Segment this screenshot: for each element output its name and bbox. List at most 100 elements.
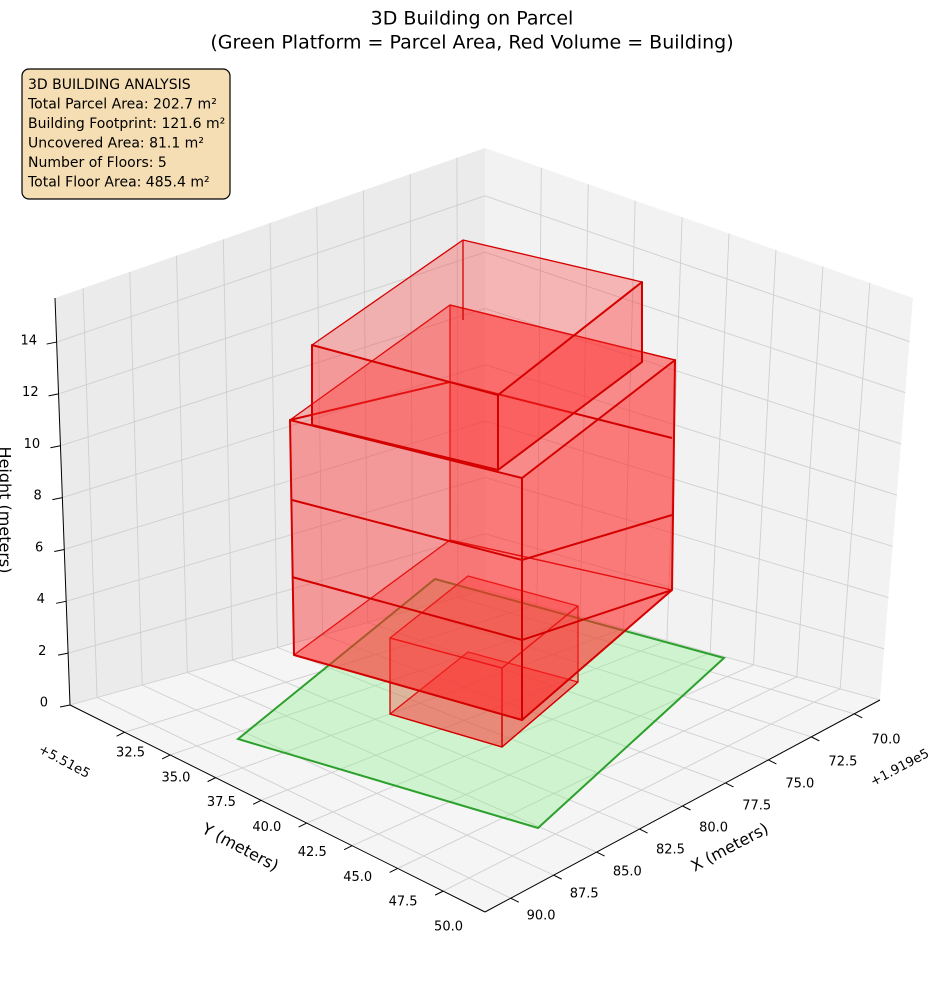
floor-line bbox=[291, 499, 673, 562]
x-offset: +1.919e5 bbox=[868, 746, 932, 789]
z-tick-label: 8 bbox=[33, 489, 41, 504]
y-offset: +5.51e5 bbox=[36, 742, 93, 782]
z-tick-label: 10 bbox=[24, 437, 41, 452]
building-base-top bbox=[389, 575, 579, 669]
x-tick bbox=[553, 874, 562, 880]
y-tick-label: 47.5 bbox=[389, 895, 418, 910]
grid-line bbox=[64, 420, 486, 550]
grid-line bbox=[66, 476, 486, 602]
right-pane bbox=[485, 148, 913, 700]
x-tick-label: 70.0 bbox=[872, 733, 901, 748]
x-tick-label: 90.0 bbox=[527, 909, 556, 924]
x-tick-label: 72.5 bbox=[828, 755, 857, 770]
z-tick bbox=[50, 445, 61, 449]
scene bbox=[235, 239, 727, 830]
z-tick-label: 0 bbox=[40, 696, 48, 711]
grid-line bbox=[484, 364, 897, 496]
chart-title: 3D Building on Parcel bbox=[371, 8, 574, 30]
info-box bbox=[21, 68, 231, 200]
x-tick bbox=[768, 759, 777, 765]
z-tick-label: 14 bbox=[20, 333, 37, 348]
info-line: Uncovered Area: 81.1 m² bbox=[28, 136, 204, 152]
grid-line bbox=[484, 251, 906, 394]
grid-line bbox=[260, 640, 668, 801]
z-tick bbox=[46, 341, 57, 345]
x-tick bbox=[854, 713, 863, 719]
x-tick-label: 87.5 bbox=[570, 887, 599, 902]
grid-line bbox=[456, 157, 459, 598]
building-top-roof bbox=[311, 239, 643, 396]
grid-line bbox=[484, 195, 910, 342]
y-tick bbox=[343, 845, 353, 851]
floor-line bbox=[291, 576, 673, 642]
info-lines: 3D BUILDING ANALYSIS Total Parcel Area: 2… bbox=[27, 77, 225, 191]
grid-line bbox=[69, 589, 486, 706]
grid-line bbox=[56, 195, 486, 343]
chart-subtitle: (Green Platform = Parcel Area, Red Volum… bbox=[210, 32, 733, 54]
grid-line bbox=[306, 652, 711, 824]
z-tick bbox=[54, 548, 65, 552]
y-tick-label: 42.5 bbox=[298, 845, 327, 860]
x-tick-label: 80.0 bbox=[699, 821, 728, 836]
grid bbox=[56, 157, 910, 899]
y-tick bbox=[207, 777, 216, 783]
parcel bbox=[235, 577, 727, 830]
info-line: Number of Floors: 5 bbox=[28, 155, 167, 171]
grid-line bbox=[141, 684, 554, 876]
grid-line bbox=[753, 249, 777, 665]
axes: 70.0 72.5 75.0 77.5 80.0 82.5 85.0 87.5 90.0 32.5… bbox=[20, 297, 901, 935]
x-tick bbox=[682, 805, 691, 811]
info-line: Total Parcel Area: 202.7 m² bbox=[27, 97, 217, 113]
info-line: Total Floor Area: 485.4 m² bbox=[27, 175, 210, 191]
x-tick bbox=[725, 782, 734, 788]
grid-line bbox=[484, 589, 881, 701]
grid-line bbox=[316, 206, 324, 636]
grid-line bbox=[623, 200, 636, 629]
z-tick-label: 6 bbox=[35, 540, 43, 555]
grid-line bbox=[129, 271, 143, 686]
grid-line bbox=[796, 266, 824, 677]
z-tick bbox=[56, 600, 67, 604]
z-tick bbox=[48, 393, 59, 397]
grid-line bbox=[67, 533, 486, 654]
z-tick bbox=[52, 497, 63, 501]
panes bbox=[55, 148, 913, 912]
x-axis-line bbox=[484, 699, 881, 913]
grid-line bbox=[536, 167, 542, 605]
x-tick bbox=[811, 736, 820, 742]
y-tick-label: 40.0 bbox=[252, 820, 281, 835]
grid-line bbox=[62, 364, 486, 499]
grid-line bbox=[457, 597, 855, 715]
grid-line bbox=[484, 476, 889, 599]
grid-line bbox=[839, 282, 871, 689]
y-tick bbox=[434, 890, 444, 896]
z-tick-label: 4 bbox=[37, 592, 45, 607]
y-tick-label: 45.0 bbox=[343, 870, 372, 885]
info-line: Building Footprint: 121.6 m² bbox=[28, 116, 225, 132]
x-tick bbox=[596, 851, 605, 857]
grid-line bbox=[187, 672, 597, 853]
z-axis-label: Height (meters) bbox=[0, 447, 15, 574]
x-tick-label: 85.0 bbox=[613, 865, 642, 880]
z-tick-label: 12 bbox=[22, 385, 39, 400]
left-pane bbox=[55, 148, 485, 705]
y-tick bbox=[389, 867, 398, 873]
x-tick bbox=[510, 897, 519, 903]
y-tick bbox=[116, 731, 125, 737]
y-tick-label: 32.5 bbox=[116, 746, 145, 761]
y-tick-label: 50.0 bbox=[434, 920, 463, 935]
grid-line bbox=[579, 184, 589, 617]
y-tick bbox=[161, 754, 171, 760]
grid-line bbox=[709, 233, 730, 653]
y-tick-label: 37.5 bbox=[207, 795, 236, 810]
grid-line bbox=[169, 616, 581, 756]
grid-line bbox=[176, 255, 188, 673]
grid-line bbox=[351, 664, 754, 847]
x-tick-label: 77.5 bbox=[742, 799, 771, 814]
y-tick-label: 35.0 bbox=[161, 770, 190, 785]
grid-line bbox=[58, 251, 486, 395]
z-tick-label: 2 bbox=[38, 644, 46, 659]
grid-line bbox=[363, 190, 369, 623]
grid-line bbox=[484, 533, 885, 650]
